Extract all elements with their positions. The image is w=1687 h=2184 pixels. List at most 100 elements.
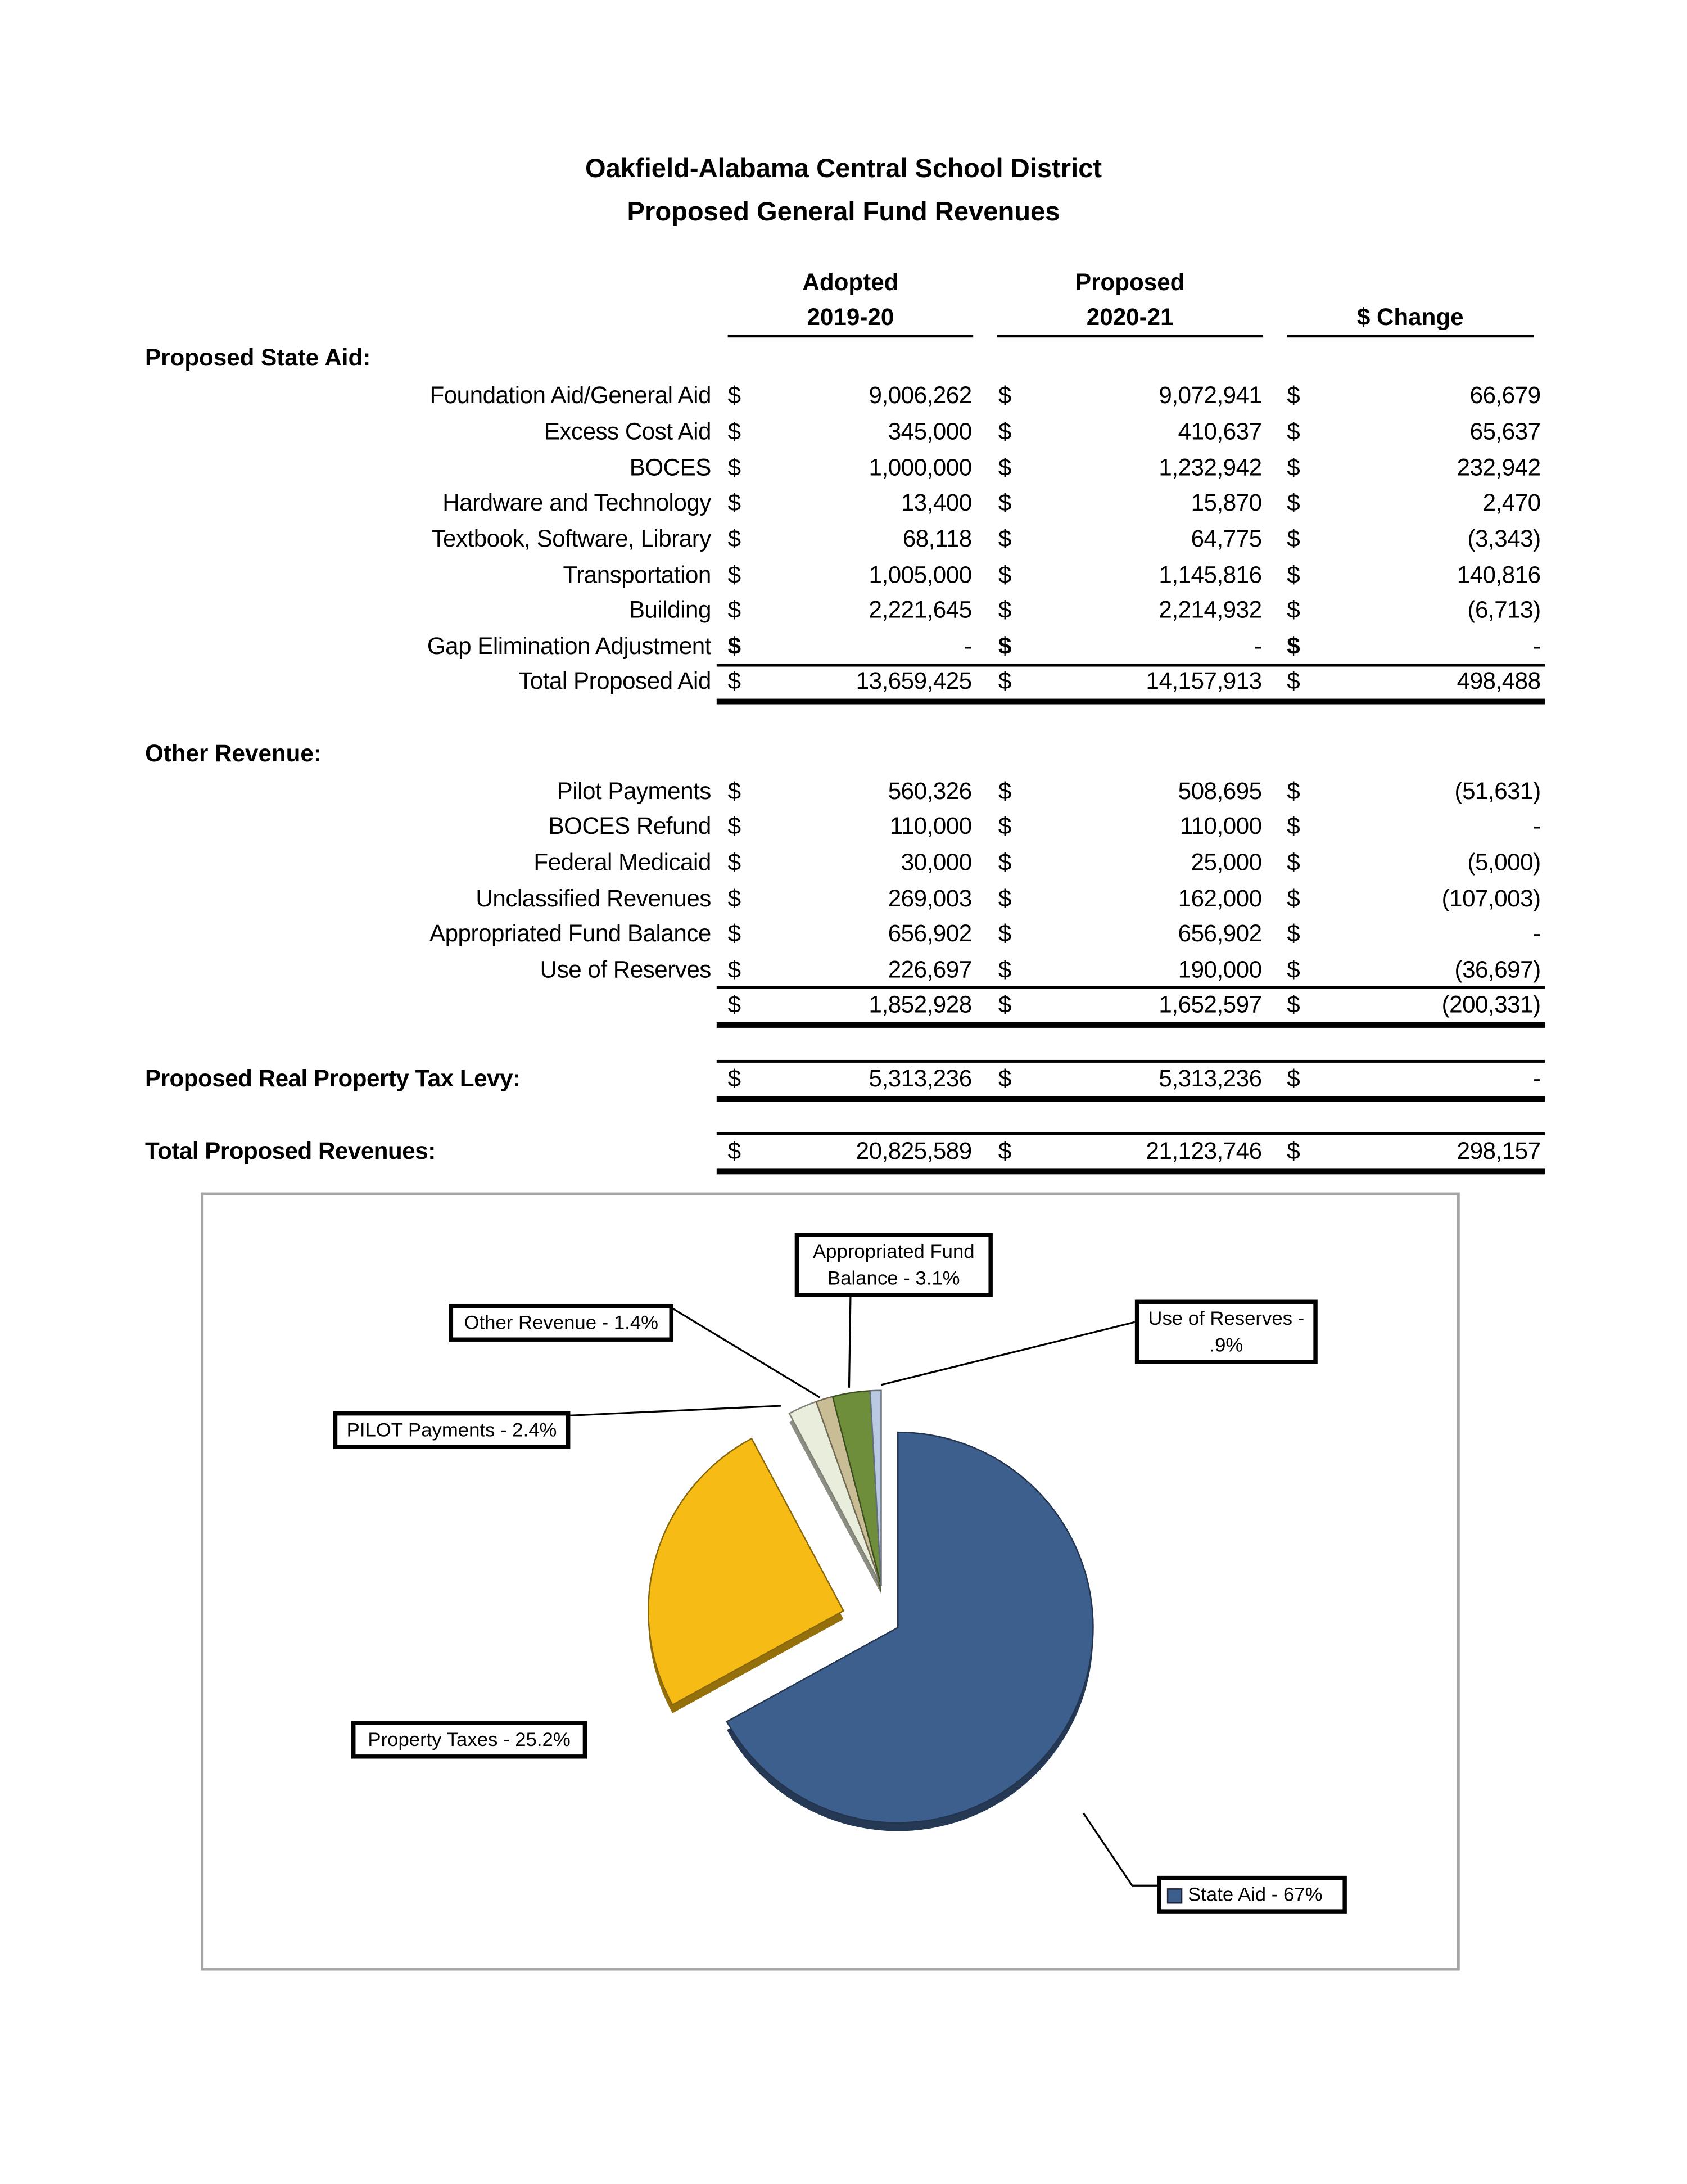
label-state-aid: State Aid - 67% (1157, 1875, 1347, 1914)
table-row: BOCES Refund $110,000 $110,000 $ - (0, 809, 1687, 845)
currency-symbol: $ (727, 813, 741, 840)
proposed-value: - (1254, 633, 1262, 660)
proposed-value: 1,145,816 (1159, 562, 1262, 589)
currency-symbol: $ (1287, 562, 1300, 589)
table-row: Gap Elimination Adjustment $ - $ - $ - (0, 629, 1687, 665)
table-row: Building $2,221,645 $2,214,932 $ (6,713) (0, 593, 1687, 629)
table-row: Textbook, Software, Library $68,118 $64,77… (0, 522, 1687, 558)
currency-symbol: $ (998, 418, 1011, 445)
currency-symbol: $ (727, 597, 741, 624)
change-value: 65,637 (1469, 418, 1541, 445)
currency-symbol: $ (998, 885, 1011, 913)
proposed-value: 15,870 (1191, 489, 1262, 516)
currency-symbol: $ (1287, 597, 1300, 624)
change-value: (107,003) (1441, 885, 1541, 913)
currency-symbol: $ (998, 991, 1011, 1018)
currency-symbol: $ (998, 920, 1011, 947)
change-value: 298,157 (1457, 1138, 1541, 1165)
row-label: Unclassified Revenues (476, 885, 711, 913)
proposed-value: 5,313,236 (1159, 1065, 1262, 1092)
currency-symbol: $ (727, 1065, 741, 1092)
currency-symbol: $ (727, 489, 741, 516)
row-label: Excess Cost Aid (544, 418, 712, 445)
table-row: Pilot Payments $560,326 $508,695 $ (51,631) (0, 774, 1687, 810)
currency-symbol: $ (1287, 1138, 1300, 1165)
adopted-value: 30,000 (901, 849, 972, 876)
pie-svg (568, 1297, 1157, 1887)
label-line: Use of Reserves - (1148, 1306, 1305, 1329)
row-label: Appropriated Fund Balance (429, 920, 711, 947)
currency-symbol: $ (1287, 885, 1300, 913)
adopted-value: 656,902 (888, 920, 972, 947)
legend-swatch-icon (1166, 1888, 1183, 1903)
total-rule (716, 1022, 1545, 1028)
proposed-value: 656,902 (1178, 920, 1262, 947)
table-row: Appropriated Fund Balance $656,902 $656,90… (0, 916, 1687, 952)
proposed-value: 9,072,941 (1159, 382, 1262, 409)
currency-symbol: $ (1287, 813, 1300, 840)
adopted-value: 345,000 (888, 418, 972, 445)
currency-symbol: $ (1287, 418, 1300, 445)
change-value: 498,488 (1457, 668, 1541, 695)
currency-symbol: $ (998, 633, 1011, 660)
proposed-year-header: 2020-21 (1086, 304, 1174, 331)
currency-symbol: $ (998, 849, 1011, 876)
proposed-header: Proposed (1075, 269, 1185, 296)
adopted-value: 9,006,262 (869, 382, 973, 409)
pie-slice-state-aid (726, 1431, 1094, 1824)
change-value: 232,942 (1457, 454, 1541, 481)
table-row: Transportation $1,005,000 $1,145,816 $140,8… (0, 558, 1687, 594)
change-value: - (1533, 1065, 1541, 1092)
change-value: 66,679 (1469, 382, 1541, 409)
document-title: Oakfield-Alabama Central School District (585, 155, 1102, 184)
row-label: Proposed Real Property Tax Levy: (144, 1065, 521, 1092)
label-line: Appropriated Fund (812, 1239, 975, 1262)
leader-line (1082, 1812, 1133, 1887)
currency-symbol: $ (998, 1065, 1011, 1092)
currency-symbol: $ (1287, 454, 1300, 481)
adopted-year-header: 2019-20 (807, 304, 894, 331)
currency-symbol: $ (998, 597, 1011, 624)
proposed-value: 508,695 (1178, 778, 1262, 805)
header-underline (997, 335, 1264, 338)
currency-symbol: $ (727, 956, 741, 983)
tax-levy-row: Proposed Real Property Tax Levy: $5,313,2… (0, 1061, 1687, 1097)
adopted-value: 110,000 (889, 813, 972, 840)
table-row: Excess Cost Aid $345,000 $410,637 $65,637 (0, 414, 1687, 450)
row-label: Foundation Aid/General Aid (429, 382, 711, 409)
adopted-value: 13,400 (901, 489, 972, 516)
proposed-value: 162,000 (1178, 885, 1262, 913)
label-line: .9% (1209, 1333, 1243, 1356)
proposed-value: 410,637 (1178, 418, 1262, 445)
currency-symbol: $ (1287, 778, 1300, 805)
currency-symbol: $ (998, 1138, 1011, 1165)
document-subtitle: Proposed General Fund Revenues (627, 198, 1060, 228)
proposed-value: 2,214,932 (1159, 597, 1262, 624)
proposed-value: 25,000 (1191, 849, 1262, 876)
currency-symbol: $ (727, 633, 741, 660)
row-label: Transportation (563, 562, 712, 589)
change-value: - (1533, 920, 1541, 947)
currency-symbol: $ (1287, 920, 1300, 947)
currency-symbol: $ (998, 956, 1011, 983)
leader-line (568, 1405, 781, 1417)
currency-symbol: $ (727, 668, 741, 695)
currency-symbol: $ (1287, 489, 1300, 516)
total-state-aid-row: Total Proposed Aid $13,659,425 $14,157,913… (0, 664, 1687, 700)
currency-symbol: $ (1287, 991, 1300, 1018)
currency-symbol: $ (998, 668, 1011, 695)
change-value: (51,631) (1454, 778, 1541, 805)
change-value: - (1533, 813, 1541, 840)
proposed-value: 1,652,597 (1159, 991, 1262, 1018)
change-value: (5,000) (1467, 849, 1541, 876)
currency-symbol: $ (727, 454, 741, 481)
label-line: Balance - 3.1% (827, 1266, 960, 1289)
currency-symbol: $ (1287, 1065, 1300, 1092)
row-label: Total Proposed Aid (518, 668, 711, 695)
proposed-value: 14,157,913 (1146, 668, 1262, 695)
adopted-value: 269,003 (888, 885, 972, 913)
change-value: 140,816 (1457, 562, 1541, 589)
change-value: - (1533, 633, 1541, 660)
currency-symbol: $ (1287, 956, 1300, 983)
